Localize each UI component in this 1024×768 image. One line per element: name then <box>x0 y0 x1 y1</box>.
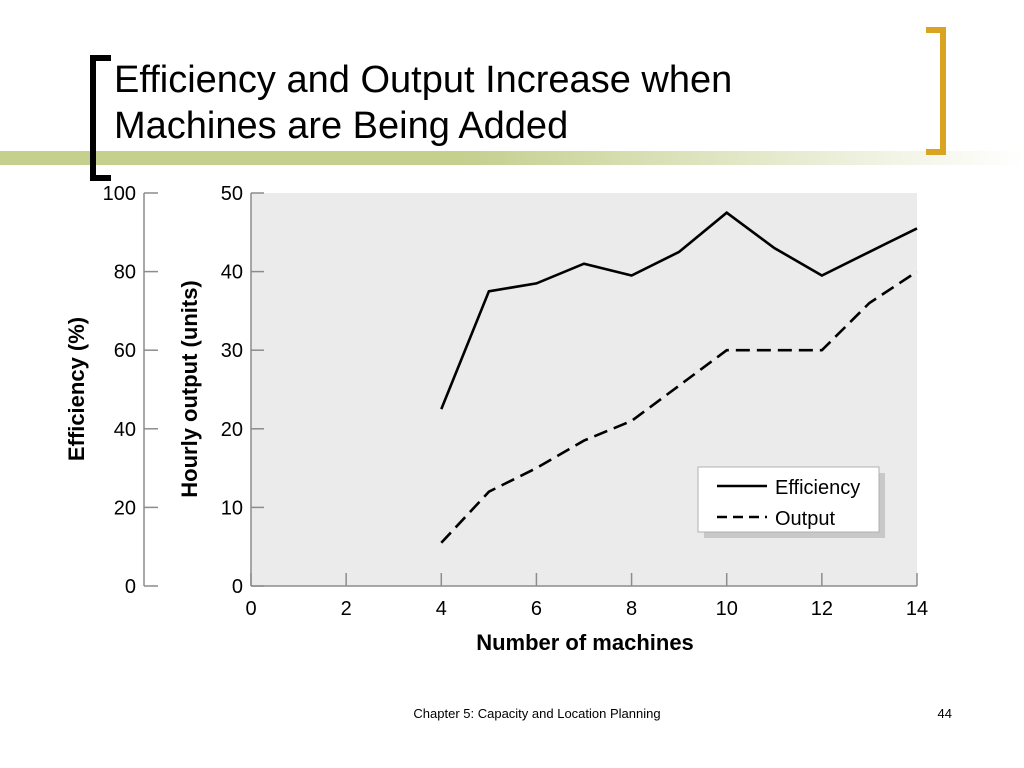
x-tick-label: 10 <box>716 598 738 620</box>
x-tick-label: 12 <box>811 598 833 620</box>
legend-efficiency-label: Efficiency <box>775 477 860 499</box>
x-tick-label: 6 <box>531 598 542 620</box>
right-y-axis-label: Hourly output (units) <box>177 280 202 498</box>
slide-title-line1: Efficiency and Output Increase when <box>114 59 733 101</box>
output-y-tick-label: 10 <box>221 497 243 519</box>
left-y-tick-label: 60 <box>114 340 136 362</box>
left-bracket-decoration <box>90 55 111 181</box>
legend-output-label: Output <box>775 508 835 530</box>
left-y-tick-label: 40 <box>114 419 136 441</box>
left-y-tick-label: 80 <box>114 262 136 284</box>
x-tick-label: 8 <box>626 598 637 620</box>
left-y-tick-label: 100 <box>103 183 136 205</box>
slide-title-line2: Machines are Being Added <box>114 105 569 147</box>
slide-title: Efficiency and Output Increase when Mach… <box>114 57 874 149</box>
output-y-tick-label: 0 <box>232 576 243 598</box>
efficiency-series-line <box>440 211 918 410</box>
footer-chapter-text: Chapter 5: Capacity and Location Plannin… <box>413 706 661 721</box>
left-y-axis-label: Efficiency (%) <box>64 317 89 461</box>
x-tick-label: 2 <box>341 598 352 620</box>
left-y-tick-label: 20 <box>114 497 136 519</box>
x-tick-label: 0 <box>245 598 256 620</box>
x-tick-label: 4 <box>436 598 447 620</box>
output-y-tick-label: 20 <box>221 419 243 441</box>
right-bracket-decoration <box>926 27 946 155</box>
output-y-tick-label: 40 <box>221 262 243 284</box>
output-y-tick-label: 30 <box>221 340 243 362</box>
output-y-tick-label: 50 <box>221 183 243 205</box>
x-tick-label: 14 <box>906 598 928 620</box>
output-series-line <box>440 270 918 544</box>
left-y-tick-label: 0 <box>125 576 136 598</box>
page-number: 44 <box>937 706 952 721</box>
title-accent-bar <box>0 151 1024 165</box>
legend: Efficiency Output <box>697 466 885 538</box>
x-axis-label: Number of machines <box>476 630 694 655</box>
